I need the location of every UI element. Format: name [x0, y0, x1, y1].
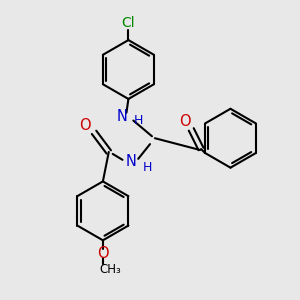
Text: N: N	[117, 109, 128, 124]
Text: Cl: Cl	[122, 16, 135, 30]
Text: O: O	[80, 118, 91, 133]
Text: O: O	[97, 246, 109, 261]
Text: N: N	[126, 154, 137, 169]
Text: CH₃: CH₃	[99, 263, 121, 276]
Text: H: H	[142, 161, 152, 174]
Text: O: O	[179, 114, 191, 129]
Text: H: H	[134, 114, 143, 127]
